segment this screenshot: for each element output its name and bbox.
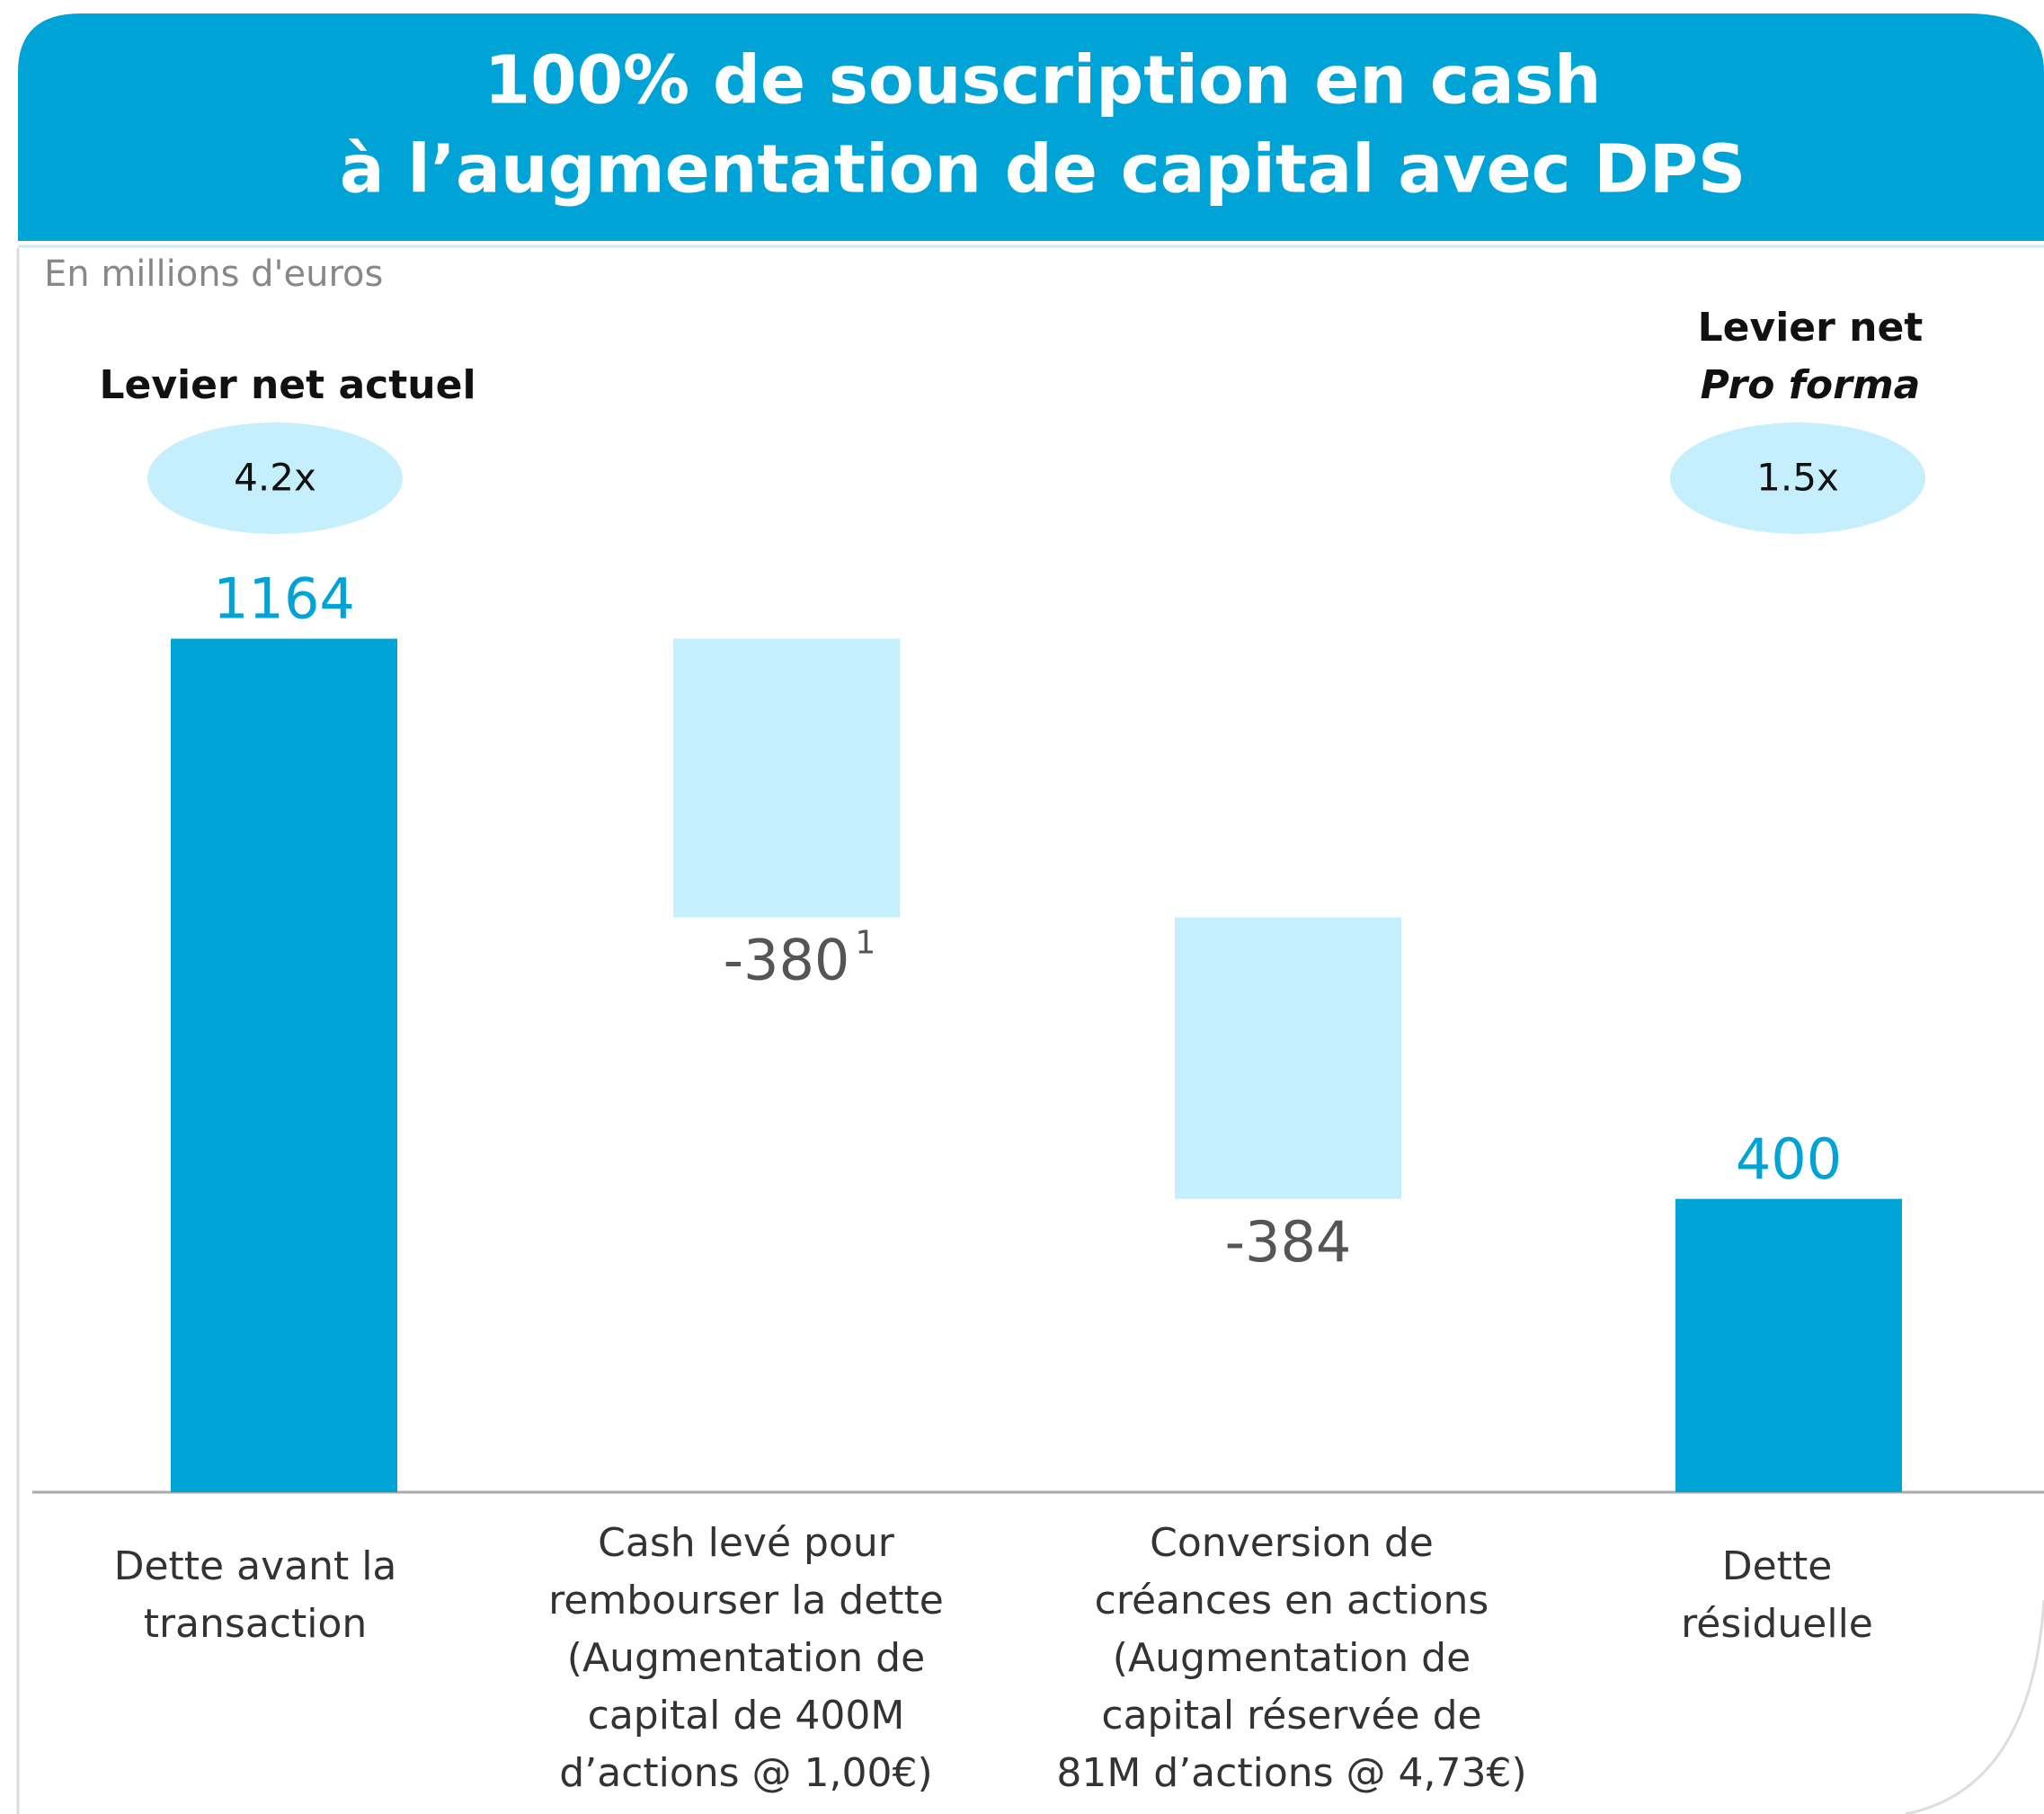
- value-label: 1164: [213, 566, 355, 632]
- x-tick-label: résiduelle: [1681, 1601, 1873, 1647]
- x-tick-label: Conversion de: [1150, 1520, 1434, 1566]
- bar: [673, 638, 900, 918]
- bar: [1675, 1198, 1902, 1492]
- bar: [1175, 917, 1401, 1199]
- x-tick-label: Dette: [1722, 1543, 1833, 1589]
- x-tick-label: 81M d’actions @ 4,73€): [1056, 1750, 1526, 1796]
- bar: [171, 638, 397, 1492]
- frame-corner: [1905, 1599, 2044, 1814]
- chart-title: à l’augmentation de capital avec DPS: [340, 131, 1746, 209]
- x-tick-label: créances en actions: [1095, 1578, 1489, 1623]
- callout-value: 4.2x: [234, 456, 316, 500]
- chart-title: 100% de souscription en cash: [484, 42, 1602, 120]
- subtitle: En millions d'euros: [44, 253, 383, 295]
- callout-title: Pro forma: [1701, 362, 1921, 408]
- x-tick-label: capital de 400M: [588, 1693, 905, 1738]
- footnote-mark: 1: [855, 924, 875, 961]
- callout-title: Levier net: [1698, 305, 1924, 351]
- x-tick-label: transaction: [144, 1601, 368, 1647]
- x-tick-label: rembourser la dette: [548, 1578, 944, 1623]
- x-tick-label: (Augmentation de: [1113, 1635, 1471, 1681]
- x-tick-label: Dette avant la: [114, 1543, 397, 1589]
- x-tick-label: capital réservée de: [1101, 1693, 1481, 1738]
- x-tick-label: Cash levé pour: [598, 1520, 895, 1566]
- x-tick-label: d’actions @ 1,00€): [559, 1750, 932, 1796]
- x-tick-label: (Augmentation de: [567, 1635, 925, 1681]
- callout-bubble: [1670, 422, 1925, 534]
- callout-title: Levier net actuel: [99, 362, 475, 408]
- callout-value: 1.5x: [1756, 456, 1839, 500]
- value-label: -380: [724, 928, 850, 993]
- value-label: 400: [1736, 1126, 1842, 1192]
- callout-bubble: [147, 422, 403, 534]
- value-label: -384: [1225, 1209, 1352, 1275]
- header-band: [18, 13, 2044, 241]
